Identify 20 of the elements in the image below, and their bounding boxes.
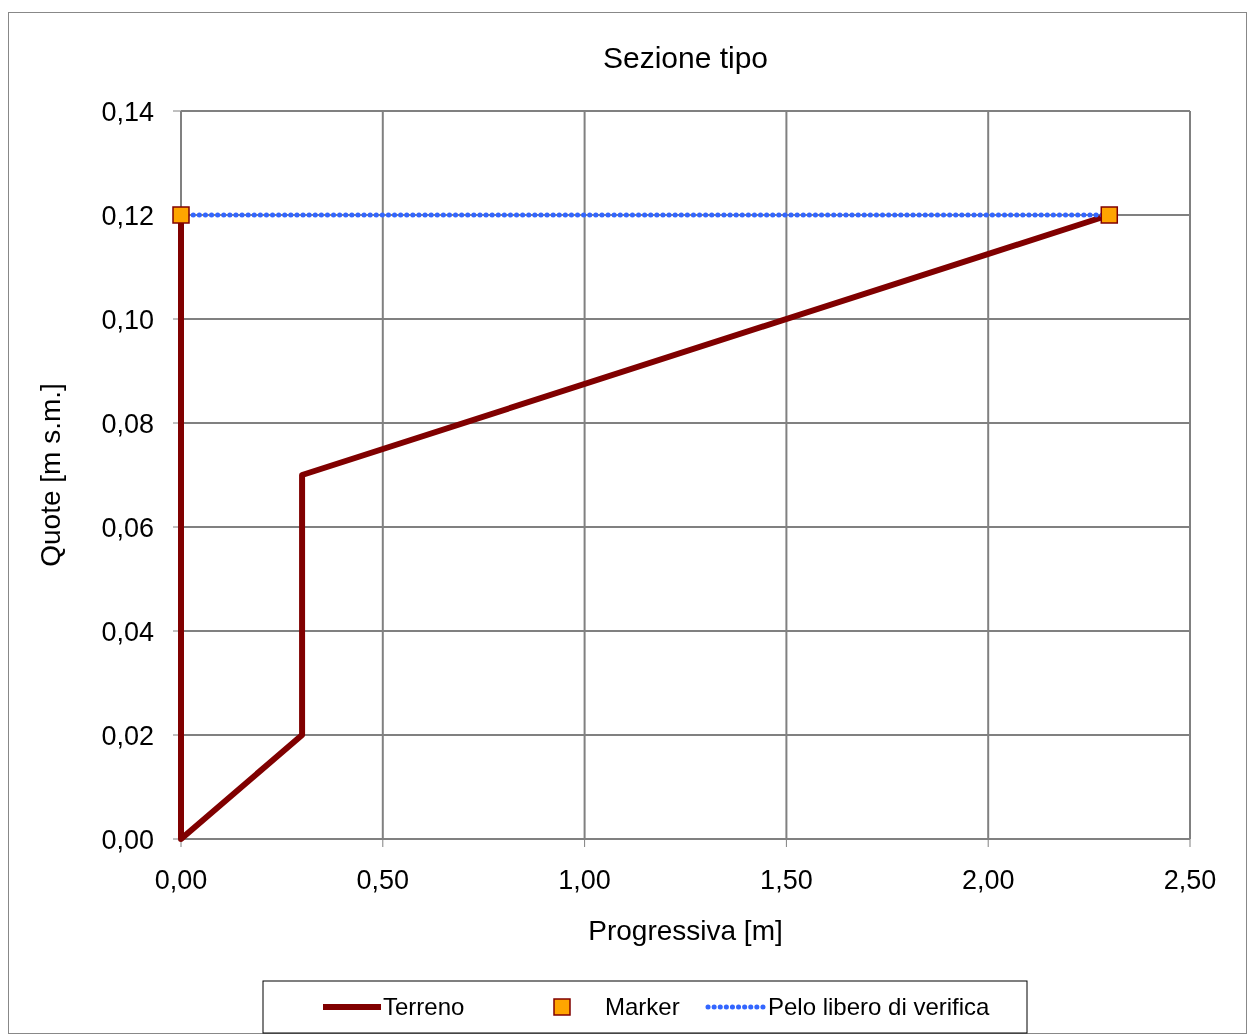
x-tick-label: 1,00 xyxy=(558,865,611,895)
chart-title: Sezione tipo xyxy=(602,41,769,74)
legend-label: Marker xyxy=(605,993,680,1020)
y-tick-label: 0,06 xyxy=(101,513,154,543)
y-axis-title: Quote [m s.m.] xyxy=(35,383,66,567)
y-tick-label: 0,14 xyxy=(101,97,154,127)
y-tick-label: 0,04 xyxy=(101,617,154,647)
x-tick-label: 2,00 xyxy=(961,865,1015,895)
x-axis-title: Progressiva [m] xyxy=(588,915,783,946)
legend-label: Pelo libero di verifica xyxy=(768,993,991,1020)
y-tick-label: 0,10 xyxy=(101,305,154,335)
y-tick-label: 0,00 xyxy=(101,825,154,855)
x-tick-label: 2,50 xyxy=(1163,865,1217,895)
x-tick-label: 0,00 xyxy=(154,865,208,895)
legend-label: Terreno xyxy=(383,993,465,1020)
x-tick-label: 1,50 xyxy=(760,865,813,895)
y-tick-label: 0,12 xyxy=(101,201,154,231)
y-tick-label: 0,08 xyxy=(101,409,154,439)
x-tick-label: 0,50 xyxy=(356,865,410,895)
y-tick-label: 0,02 xyxy=(101,721,154,751)
